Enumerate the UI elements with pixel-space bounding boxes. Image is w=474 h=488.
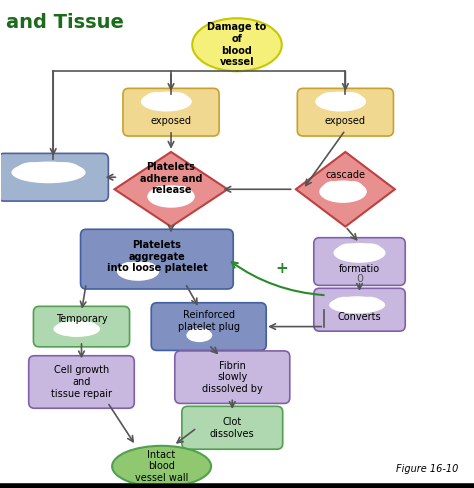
Ellipse shape (171, 186, 192, 205)
Text: Cell growth
and
tissue repair: Cell growth and tissue repair (51, 366, 112, 399)
Text: cascade: cascade (325, 170, 365, 180)
Ellipse shape (348, 244, 371, 260)
Ellipse shape (147, 185, 195, 208)
FancyBboxPatch shape (151, 303, 266, 350)
Ellipse shape (319, 181, 367, 203)
Text: +: + (275, 261, 288, 276)
Ellipse shape (138, 262, 157, 279)
FancyBboxPatch shape (81, 229, 233, 289)
Ellipse shape (329, 92, 352, 109)
FancyBboxPatch shape (182, 407, 283, 449)
Polygon shape (115, 152, 228, 226)
Ellipse shape (322, 181, 343, 200)
Text: 0: 0 (356, 274, 363, 284)
FancyBboxPatch shape (29, 356, 134, 408)
Text: Clot
dissolves: Clot dissolves (210, 417, 255, 439)
Ellipse shape (66, 322, 87, 335)
Ellipse shape (77, 322, 98, 335)
Ellipse shape (343, 181, 364, 200)
Ellipse shape (359, 244, 383, 260)
Ellipse shape (199, 329, 211, 341)
Text: Figure 16-10: Figure 16-10 (396, 464, 458, 473)
Ellipse shape (345, 297, 370, 311)
Ellipse shape (54, 321, 100, 337)
Ellipse shape (318, 92, 341, 109)
Ellipse shape (32, 162, 65, 181)
FancyBboxPatch shape (297, 88, 393, 136)
Ellipse shape (150, 186, 171, 205)
FancyBboxPatch shape (175, 351, 290, 404)
Ellipse shape (340, 92, 363, 109)
Text: Platelets
adhere and
release: Platelets adhere and release (140, 162, 202, 195)
Text: exposed: exposed (325, 116, 366, 126)
Text: Temporary: Temporary (55, 314, 107, 324)
Text: Damage to
of
blood
vessel: Damage to of blood vessel (207, 22, 266, 67)
Ellipse shape (144, 92, 166, 109)
FancyBboxPatch shape (314, 238, 405, 285)
Ellipse shape (141, 92, 192, 112)
Ellipse shape (357, 297, 382, 311)
Ellipse shape (332, 181, 354, 200)
FancyBboxPatch shape (34, 306, 129, 347)
Ellipse shape (48, 162, 82, 181)
Ellipse shape (155, 92, 178, 109)
Ellipse shape (16, 162, 49, 181)
Ellipse shape (329, 296, 385, 313)
Ellipse shape (117, 262, 159, 281)
Ellipse shape (119, 262, 138, 279)
Ellipse shape (193, 329, 205, 341)
Text: Fibrin
slowly
dissolved by: Fibrin slowly dissolved by (202, 361, 263, 394)
Ellipse shape (160, 186, 182, 205)
FancyBboxPatch shape (314, 288, 405, 331)
Text: exposed: exposed (151, 116, 191, 126)
Text: Reinforced
platelet plug: Reinforced platelet plug (178, 310, 240, 332)
Ellipse shape (186, 328, 212, 342)
Ellipse shape (315, 92, 366, 112)
Text: formatio: formatio (339, 264, 380, 274)
Ellipse shape (334, 243, 385, 263)
Ellipse shape (192, 18, 282, 71)
Ellipse shape (188, 329, 200, 341)
Ellipse shape (337, 244, 360, 260)
Ellipse shape (112, 446, 211, 487)
Ellipse shape (166, 92, 189, 109)
Ellipse shape (56, 322, 77, 335)
Text: Intact
blood
vessel wall: Intact blood vessel wall (135, 450, 188, 483)
Ellipse shape (11, 162, 86, 183)
Polygon shape (296, 152, 395, 226)
Text: Platelets
aggregate
into loose platelet: Platelets aggregate into loose platelet (107, 240, 207, 273)
FancyBboxPatch shape (123, 88, 219, 136)
FancyBboxPatch shape (0, 153, 109, 201)
Ellipse shape (332, 297, 357, 311)
Ellipse shape (128, 262, 147, 279)
Text: and Tissue: and Tissue (6, 14, 124, 32)
Text: Converts: Converts (337, 312, 381, 323)
